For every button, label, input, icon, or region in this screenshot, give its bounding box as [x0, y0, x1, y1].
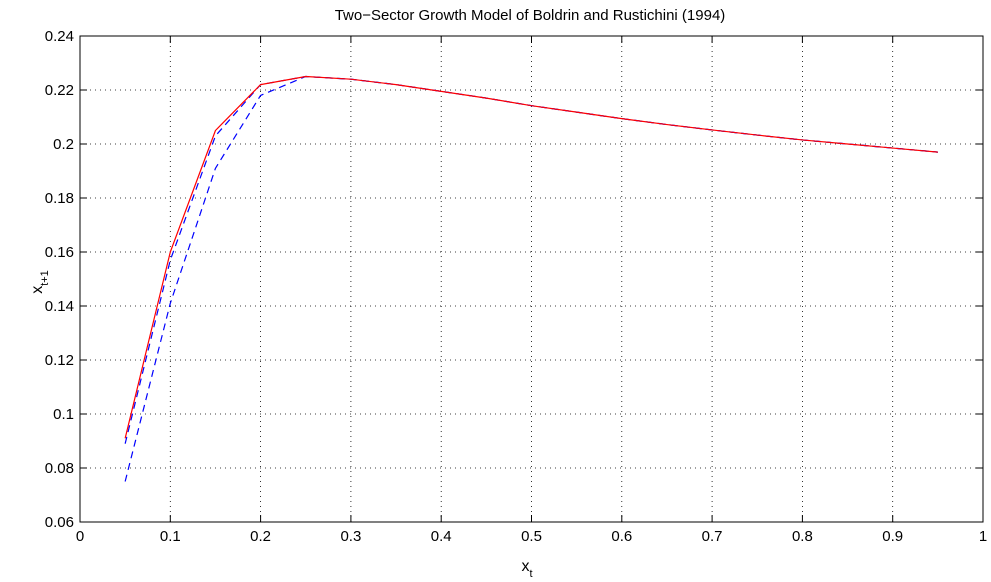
x-axis-label: xt — [521, 558, 532, 580]
x-tick-label: 0.9 — [882, 528, 903, 545]
svg-text:xt+1: xt+1 — [29, 270, 51, 294]
x-tick-label: 0.6 — [611, 528, 632, 545]
y-tick-label: 0.16 — [45, 244, 74, 261]
y-tick-label: 0.22 — [45, 82, 74, 99]
svg-text:xt: xt — [521, 558, 532, 580]
chart-title: Two−Sector Growth Model of Boldrin and R… — [335, 7, 726, 24]
y-axis-label: xt+1 — [29, 270, 51, 294]
x-tick-label: 0.1 — [160, 528, 181, 545]
x-tick-label: 0.2 — [250, 528, 271, 545]
series-layer — [124, 75, 938, 482]
y-tick-label: 0.2 — [53, 136, 74, 153]
x-tick-label: 0.4 — [431, 528, 452, 545]
series-line-1 — [124, 75, 938, 439]
y-tick-label: 0.1 — [53, 406, 74, 423]
x-tick-label: 0.7 — [702, 528, 723, 545]
axes-ticks: 0 0.1 0.2 0.3 0.4 0.5 0.6 0.7 0.8 0.9 1 0.06 0.08 0.1… — [45, 28, 987, 545]
y-tick-label: 0.06 — [45, 514, 74, 531]
y-tick-label: 0.14 — [45, 298, 74, 315]
x-tick-label: 1 — [979, 528, 987, 545]
y-tick-label: 0.24 — [45, 28, 74, 45]
x-tick-label: 0.5 — [521, 528, 542, 545]
y-axis-label-sub: t+1 — [39, 270, 51, 286]
x-tick-label: 0 — [76, 528, 84, 545]
series-line-3 — [124, 75, 938, 482]
grid — [80, 36, 983, 522]
plot-frame — [79, 35, 984, 523]
y-tick-label: 0.08 — [45, 460, 74, 477]
x-axis-label-sub: t — [529, 568, 532, 580]
x-tick-label: 0.8 — [792, 528, 813, 545]
y-tick-label: 0.18 — [45, 190, 74, 207]
x-axis-label-base: x — [521, 558, 529, 575]
y-tick-label: 0.12 — [45, 352, 74, 369]
x-tick-label: 0.3 — [340, 528, 361, 545]
y-axis-label-base: x — [29, 286, 46, 294]
